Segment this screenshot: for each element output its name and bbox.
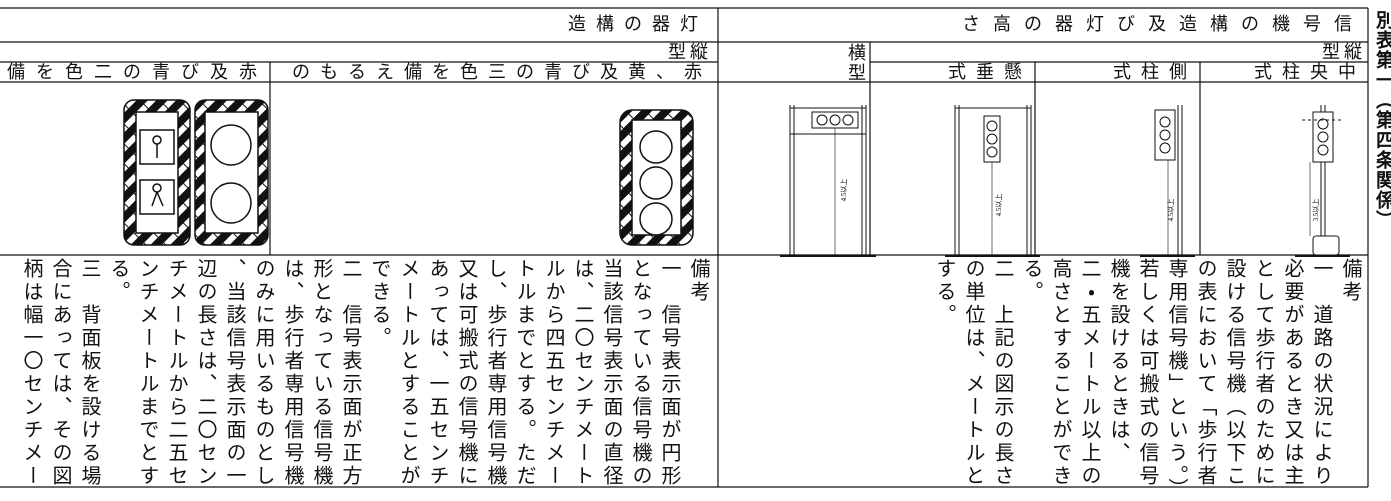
column-two-color: 赤及び青の二色を備 [7,62,268,82]
note-line: 必要があるとき又は主 [1281,258,1303,488]
note-line: として歩行者のために [1252,258,1274,488]
note-line: 合にあっては、その図 [49,258,71,488]
note-line: 高さとすることができ [1049,258,1071,488]
height-label: 4.5以上 [839,179,848,202]
note-line: 一 信号表示面が円形 [658,258,680,488]
note-line: チメートルから二五セ [165,258,187,488]
header-right: 信号機の構造及び灯器の高さ [962,14,1365,34]
note-line: 設ける信号機（以下こ [1223,258,1245,488]
column-center-pole: 中央柱式 [1254,62,1366,82]
subheader-horizontal-type: 横型 [846,43,866,83]
subheader-vertical-type: 縦型 [1322,42,1366,62]
grid-lines [0,7,1369,488]
column-side-pole: 側柱式 [1113,62,1197,82]
note-line: は、歩行者専用信号機 [281,258,303,488]
note-line: 二 上記の図示の長さ [991,258,1013,488]
note-line: 機を設けるときは、 [1107,258,1129,465]
note-line: ルから四五センチメー [542,258,564,488]
note-line: 専用信号機」という。） [1165,258,1187,501]
note-line: 、当該信号表示面の一 [223,258,245,488]
note-line: る。 [1020,258,1042,304]
horizontal-signal-figure [780,105,876,257]
note-line: 備考 [1339,258,1361,304]
note-line: の単位は、メートルと [962,258,984,488]
note-line: 二・五メートル以上の [1078,258,1100,488]
subheader-left-type: 縦型 [668,42,712,62]
note-line: 備考 [687,258,709,304]
note-line: 三 背面板を設ける場 [78,258,100,488]
notes-left: 備考一 信号表示面が円形 となっている信号機の 当該信号表示面の直径 は、二〇センチメ… [0,258,712,488]
note-line: 二 信号表示面が正方 [339,258,361,488]
figure-labels: 4.5以上 4.5以上 4.5以上 3.5以上 [839,179,1320,222]
pedestrian-signal [123,99,269,246]
notes-right: 備考一 道路の状況により 必要があるとき又は主 として歩行者のために 設ける信号機（以… [872,258,1364,501]
note-line: できる。 [368,258,390,350]
note-line: る。 [107,258,129,304]
note-line: 形となっている信号機 [310,258,332,488]
note-line: する。 [933,258,955,327]
suspended-signal-figure [945,105,1040,257]
column-suspended: 懸垂式 [948,62,1032,82]
note-line: のみに用いるものとし [252,258,274,488]
note-line: 当該信号表示面の直径 [600,258,622,488]
note-line: は、二〇センチメート [571,258,593,488]
note-line: の表において「歩行者 [1194,258,1216,488]
note-line: あっては、一五センチ [426,258,448,488]
height-label: 3.5以上 [1311,199,1320,222]
header-left: 灯器の構造 [568,14,708,34]
note-line: メートルとすることが [397,258,419,488]
note-line: ンチメートルまでとす [136,258,158,488]
height-label: 4.5以上 [1166,199,1175,222]
note-line: 又は可搬式の信号機に [455,258,477,488]
note-line: 若しくは可搬式の信号 [1136,258,1158,488]
center-pole-signal-figure [1295,105,1350,257]
side-pole-signal-figure [1140,105,1195,257]
three-color-signal [619,109,694,246]
height-label: 4.5以上 [994,194,1003,217]
side-label: 別表第一（第四条関係） [1373,10,1391,230]
note-line: 柄は幅一〇センチメー [20,258,42,488]
note-line: し、歩行者専用信号機 [484,258,506,488]
note-line: トルまでとする。ただ [513,258,535,488]
note-line: 一 道路の状況により [1310,258,1332,488]
note-line: 辺の長さは、二〇セン [194,258,216,488]
note-line: となっている信号機の [629,258,651,488]
column-three-color: 赤、黄及び青の三色を備えるもの [292,62,712,82]
